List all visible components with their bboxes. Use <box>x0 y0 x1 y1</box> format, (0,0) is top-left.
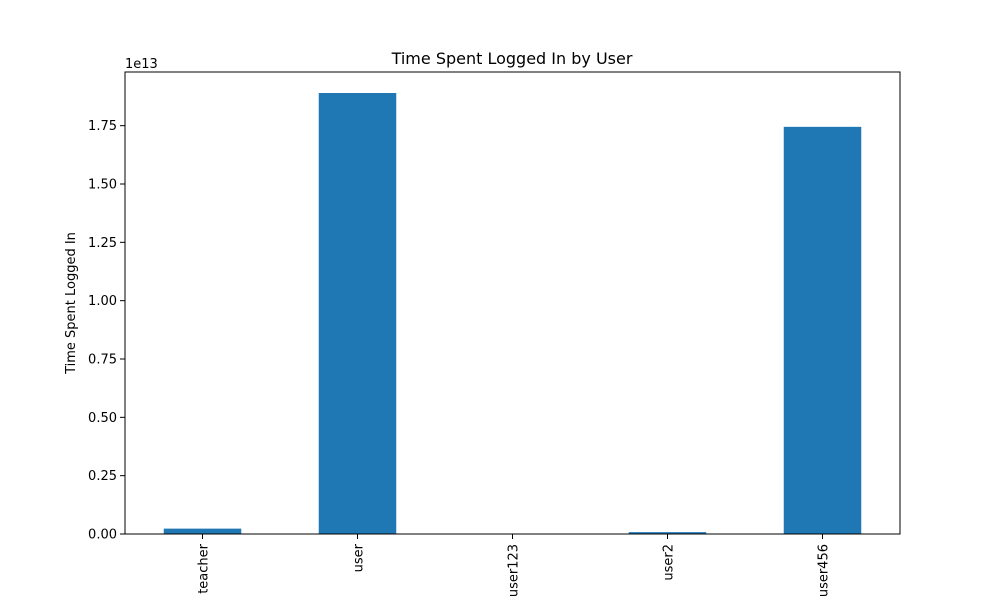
x-tick-label: user456 <box>817 544 832 597</box>
x-tick-label: teacher <box>197 543 212 593</box>
y-tick-label: 0.50 <box>88 411 117 426</box>
y-tick-label: 0.25 <box>88 469 117 484</box>
plot-frame <box>124 71 901 535</box>
y-axis-offset-text: 1e13 <box>125 57 158 72</box>
bars-layer <box>163 93 862 534</box>
chart-title: Time Spent Logged In by User <box>391 49 633 68</box>
bar-user2 <box>628 532 707 534</box>
axes-layer: teacher user user123 user2 user456 0.00 0.25 0.… <box>88 71 901 597</box>
bar-user456 <box>783 126 862 534</box>
y-tick-label: 1.75 <box>88 119 117 134</box>
y-tick-label: 0.00 <box>88 528 117 543</box>
y-tick-label: 1.50 <box>88 178 117 193</box>
bar-teacher <box>163 528 242 534</box>
y-tick-label: 1.25 <box>88 236 117 251</box>
x-tick-label: user <box>352 543 367 572</box>
x-tick-label: user123 <box>507 544 522 597</box>
y-tick-label: 1.00 <box>88 294 117 309</box>
x-tick-label: user2 <box>662 544 677 581</box>
y-tick-label: 0.75 <box>88 353 117 368</box>
y-axis-label: Time Spent Logged In <box>64 232 79 375</box>
bar-user <box>318 93 397 534</box>
